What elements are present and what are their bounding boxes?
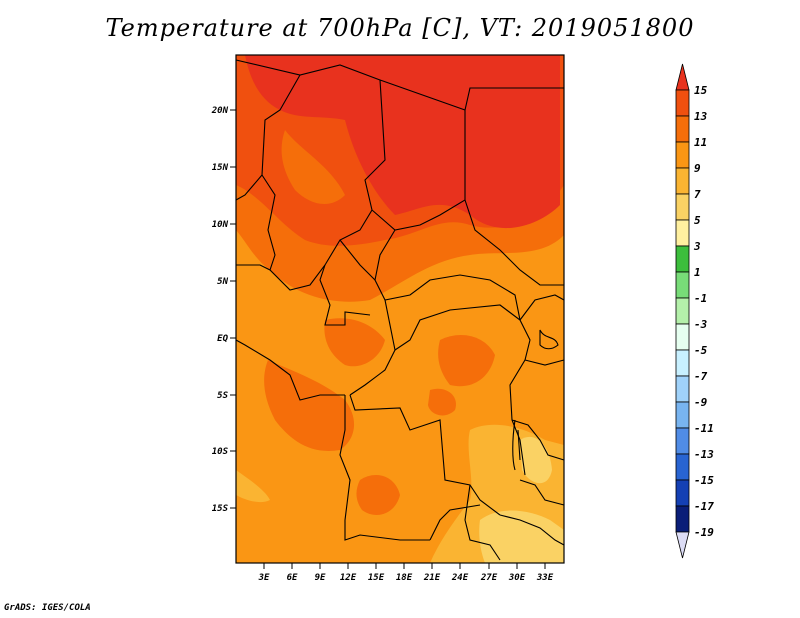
colorbar-label: -17 — [694, 500, 714, 513]
colorbar-label: -7 — [694, 370, 708, 383]
colorbar-swatch — [675, 479, 690, 507]
colorbar: 15 13 11 9 7 5 3 1 -1 -3 -5 -7 -9 -11 -13 -15 -17 -19 — [675, 63, 714, 559]
map-frame — [235, 54, 565, 564]
colorbar-label: 3 — [693, 240, 701, 253]
lon-label-24e: 24E — [451, 573, 469, 583]
colorbar-label: 9 — [694, 162, 701, 175]
lon-label-9e: 9E — [315, 573, 326, 583]
lat-label-10n: 10N — [212, 220, 229, 230]
temperature-field — [236, 55, 564, 563]
lon-label-18e: 18E — [396, 573, 413, 583]
colorbar-swatch — [675, 115, 690, 143]
country-borders — [235, 59, 565, 561]
lon-label-30e: 30E — [508, 573, 526, 583]
colorbar-label: -9 — [694, 396, 708, 409]
colorbar-swatch — [675, 401, 690, 429]
colorbar-label: 13 — [694, 110, 708, 123]
lat-label-5s: 5S — [217, 391, 228, 401]
colorbar-swatch — [675, 453, 690, 481]
lon-label-6e: 6E — [287, 573, 298, 583]
colorbar-swatch — [675, 89, 690, 117]
lat-label-15n: 15N — [212, 163, 229, 173]
colorbar-swatch — [675, 323, 690, 351]
colorbar-swatch — [675, 375, 690, 403]
lon-label-21e: 21E — [423, 573, 441, 583]
lat-label-10s: 10S — [212, 447, 229, 457]
colorbar-arrow-top — [675, 63, 690, 91]
colorbar-label: 11 — [694, 136, 707, 149]
colorbar-label: -13 — [694, 448, 714, 461]
colorbar-swatch — [675, 219, 690, 247]
colorbar-label: -19 — [694, 526, 714, 539]
lon-label-27e: 27E — [480, 573, 498, 583]
colorbar-label: -11 — [694, 422, 714, 435]
colorbar-label: -5 — [694, 344, 708, 357]
colorbar-label: 7 — [694, 188, 701, 201]
colorbar-swatch — [675, 505, 690, 533]
lon-label-3e: 3E — [258, 573, 270, 583]
lat-label-15s: 15S — [212, 504, 229, 514]
lon-label-12e: 12E — [340, 573, 357, 583]
chart-title: Temperature at 700hPa [C], VT: 201905180… — [105, 14, 695, 42]
colorbar-swatch — [675, 297, 690, 325]
colorbar-label: -3 — [694, 318, 708, 331]
lon-label-15e: 15E — [368, 573, 385, 583]
colorbar-swatch — [675, 245, 690, 273]
colorbar-arrow-bottom — [675, 531, 690, 559]
colorbar-swatch — [675, 271, 690, 299]
colorbar-swatch — [675, 349, 690, 377]
lon-label-33e: 33E — [536, 573, 554, 583]
colorbar-label: 15 — [694, 84, 708, 97]
colorbar-label: -1 — [694, 292, 707, 305]
lon-axis — [263, 563, 546, 569]
colorbar-label: 5 — [694, 214, 701, 227]
colorbar-label: -15 — [694, 474, 714, 487]
grads-credit: GrADS: IGES/COLA — [4, 603, 91, 613]
lat-label-5n: 5N — [217, 277, 228, 287]
colorbar-label: 1 — [694, 266, 701, 279]
colorbar-swatch — [675, 427, 690, 455]
colorbar-swatch — [675, 167, 690, 195]
colorbar-swatch — [675, 193, 690, 221]
colorbar-swatch — [675, 141, 690, 169]
lat-axis — [230, 109, 236, 509]
lat-label-20n: 20N — [211, 106, 229, 116]
lat-label-eq: EQ — [217, 334, 228, 344]
